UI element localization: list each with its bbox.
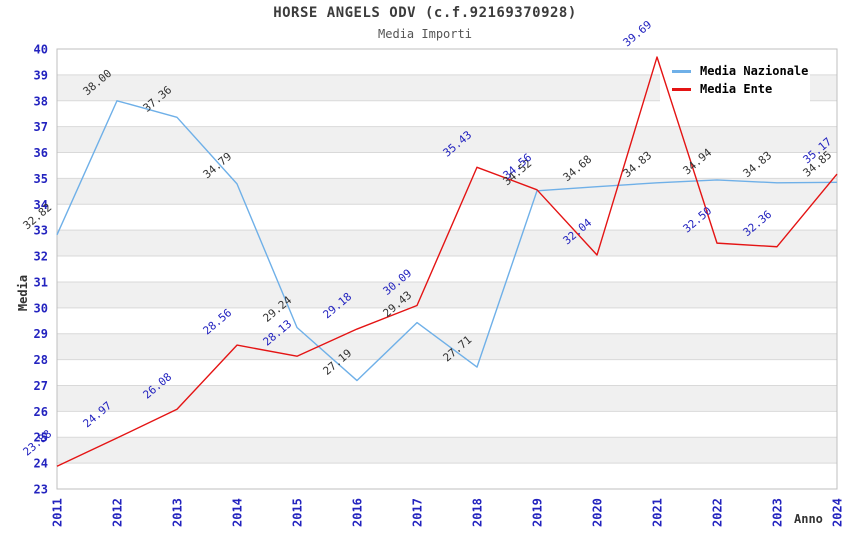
x-tick-label: 2019 [531,498,545,527]
legend-swatch-media-nazionale [672,69,691,73]
x-tick-label: 2013 [171,498,185,527]
band [57,281,837,308]
y-tick-label: 24 [34,457,48,471]
x-axis-title: Anno [794,512,823,526]
legend-box-bg [660,57,810,102]
legend-item-media-nazionale: Media Nazionale [672,62,810,80]
data-label: 28.56 [201,306,235,337]
x-tick-label: 2018 [471,498,485,527]
y-tick-label: 33 [34,224,48,238]
x-tick-label: 2024 [831,498,845,527]
x-tick-label: 2014 [231,498,245,527]
y-tick-label: 35 [34,172,48,186]
band [57,333,837,360]
y-tick-label: 25 [34,431,48,445]
chart-title: HORSE ANGELS ODV (c.f.92169370928) [273,5,577,21]
y-tick-label: 28 [34,353,48,367]
x-tick-label: 2015 [291,498,305,527]
x-tick-label: 2016 [351,498,365,527]
legend-label-media-ente: Media Ente [700,82,773,96]
legend: Media Nazionale Media Ente [660,57,810,102]
legend-item-media-ente: Media Ente [672,80,810,98]
y-axis-title: Media [16,274,30,312]
y-tick-label: 31 [34,275,48,289]
y-tick-label: 29 [34,327,48,341]
y-tick-label: 26 [34,405,48,419]
data-label: 34.83 [621,149,655,180]
x-tick-label: 2020 [591,498,605,527]
y-tick-label: 37 [34,120,48,134]
band [57,385,837,412]
y-tick-label: 23 [34,483,48,497]
y-tick-label: 34 [34,198,48,212]
legend-swatch-media-ente [672,87,691,91]
data-label: 34.83 [741,149,775,180]
y-tick-label: 39 [34,68,48,82]
x-tick-label: 2023 [771,498,785,527]
y-tick-label: 27 [34,379,48,393]
y-tick-label: 38 [34,94,48,108]
plot-border [56,48,838,490]
y-tick-label: 40 [34,43,48,57]
y-tick-label: 30 [34,301,48,315]
band [57,178,837,205]
band [57,126,837,153]
y-tick-label: 36 [34,146,48,160]
chart-subtitle: Media Importi [378,27,472,41]
data-label: 34.79 [201,150,235,181]
x-tick-label: 2022 [711,498,725,527]
legend-label-media-nazionale: Media Nazionale [700,64,809,78]
x-tick-label: 2017 [411,498,425,527]
x-tick-label: 2012 [111,498,125,527]
data-label: 39.69 [621,18,655,49]
x-tick-label: 2021 [651,498,665,527]
band [57,437,837,464]
y-tick-label: 32 [34,250,48,264]
band [57,230,837,257]
series-line-media-nazionale [56,100,838,382]
series-line-media-ente [56,56,838,467]
x-tick-label: 2011 [51,498,65,527]
